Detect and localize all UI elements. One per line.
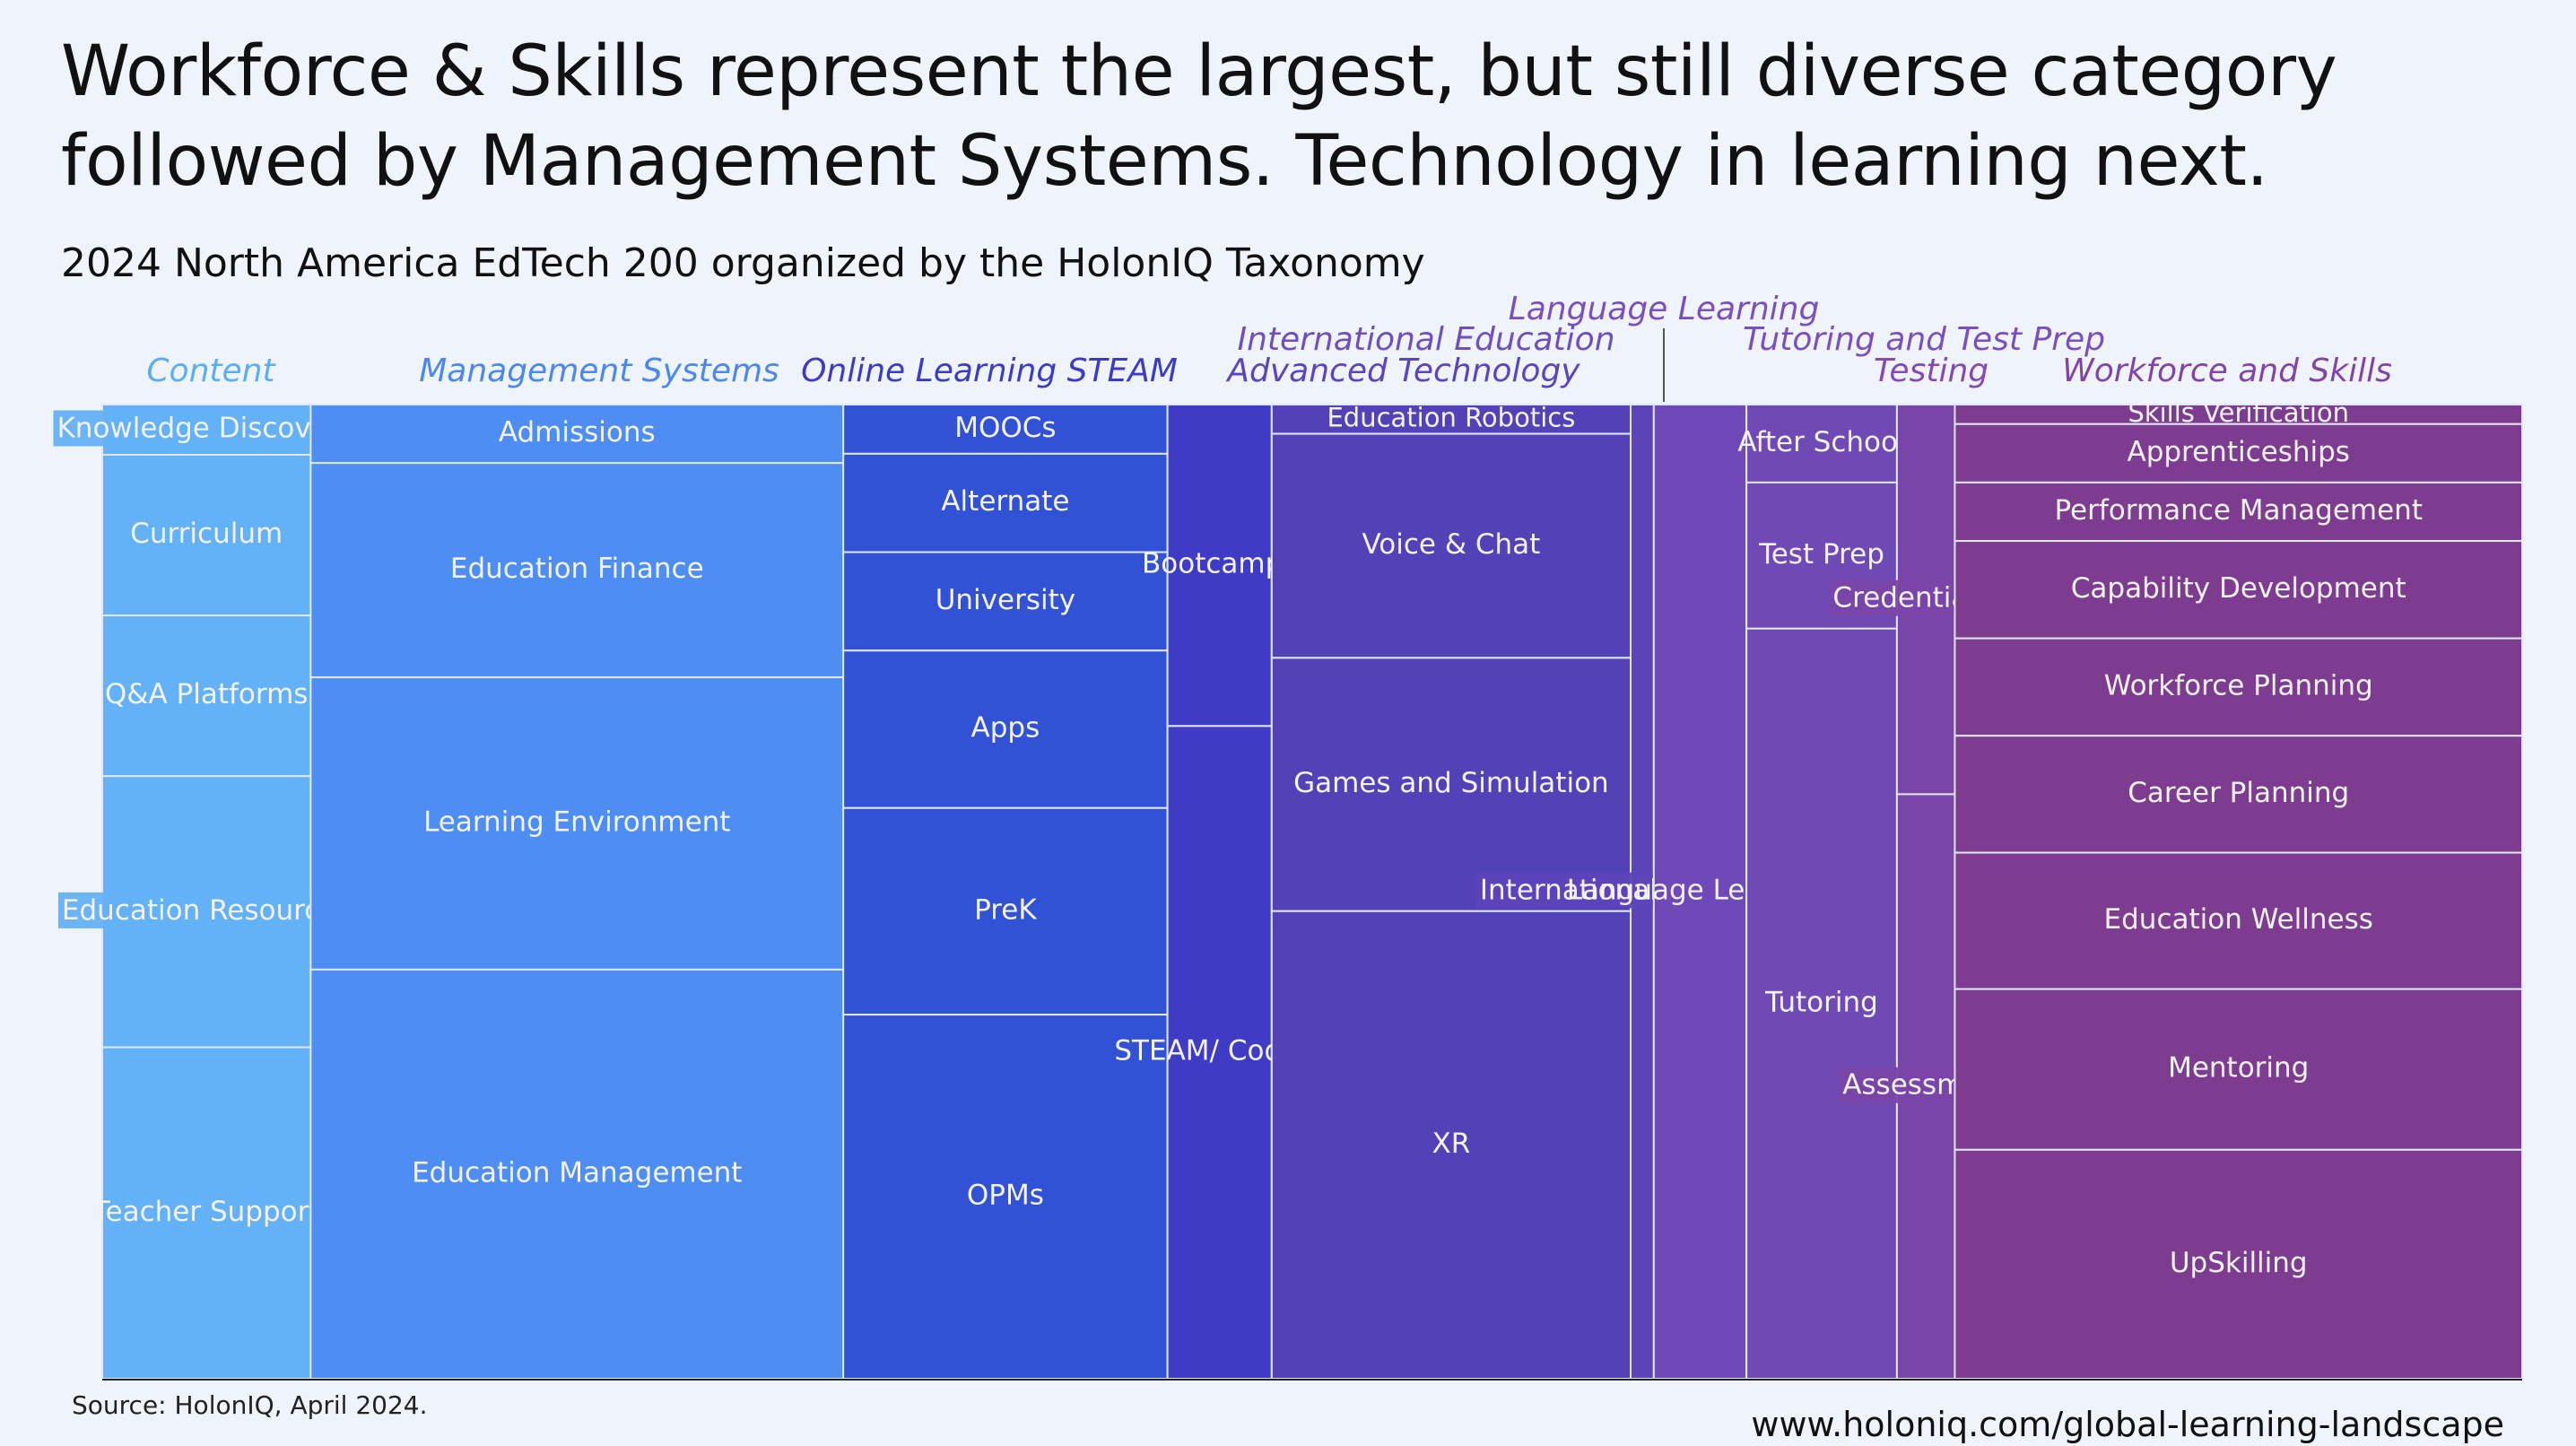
category-header-online-learning-steam: Online Learning STEAM xyxy=(801,353,1178,389)
category-header-content: Content xyxy=(146,353,276,389)
category-language-learning: Language Learning xyxy=(1567,404,1833,1380)
tile-label-bg-knowledge-discovery xyxy=(53,410,360,447)
tile-label-xr: XR xyxy=(1432,1128,1471,1160)
tile-label-tutoring: Tutoring xyxy=(1764,986,1878,1018)
tile-label-test-prep: Test Prep xyxy=(1758,538,1884,571)
tile-label-teacher-support: Teacher Support xyxy=(92,1196,320,1228)
category-header-workforce-and-skills: Workforce and Skills xyxy=(2062,353,2392,389)
category-management-systems: Admissions Education Finance Learning Envi… xyxy=(309,404,845,1380)
chart-subtitle: 2024 North America EdTech 200 organized … xyxy=(61,240,1425,286)
tile-label-knowledge-discovery: Knowledge Discovery xyxy=(57,412,355,444)
page-title: Workforce & Skills represent the largest… xyxy=(61,27,2537,206)
tile-label-upskilling: UpSkilling xyxy=(2170,1247,2308,1279)
category-header-international-education: International Education xyxy=(1237,321,1614,358)
tile-label-education-management: Education Management xyxy=(412,1156,742,1189)
tile-label-moocs: MOOCs xyxy=(954,412,1056,444)
tile-label-mentoring: Mentoring xyxy=(2168,1052,2309,1084)
tile-xr[interactable] xyxy=(1270,910,1632,1380)
tile-label-university: University xyxy=(936,584,1075,616)
tile-after-school[interactable] xyxy=(1745,404,1898,483)
tile-label-apprenticeships: Apprenticeships xyxy=(2127,436,2349,468)
tile-upskilling[interactable] xyxy=(1954,1148,2524,1381)
tile-prek[interactable] xyxy=(842,806,1169,1016)
source-url[interactable]: www.holoniq.com/global-learning-landscap… xyxy=(1751,1405,2504,1444)
tile-label-education-wellness: Education Wellness xyxy=(2104,903,2373,936)
tile-label-apps: Apps xyxy=(971,712,1040,745)
tile-label-bg-education-resources xyxy=(57,892,355,928)
tile-capability-development[interactable] xyxy=(1954,540,2524,640)
category-header-advanced-technology: Advanced Technology xyxy=(1225,353,1580,389)
tile-apps[interactable] xyxy=(842,649,1169,809)
tile-teacher-support[interactable] xyxy=(101,1046,312,1381)
tile-label-qanda-platforms: Q&A Platforms xyxy=(105,678,309,710)
tile-label-workforce-planning: Workforce Planning xyxy=(2104,669,2373,701)
tile-university[interactable] xyxy=(842,551,1169,652)
tile-games-and-simulation[interactable] xyxy=(1270,657,1632,912)
tile-label-education-finance: Education Finance xyxy=(450,553,704,585)
category-header-tutoring-and-test-prep: Tutoring and Test Prep xyxy=(1743,321,2105,358)
tile-career-planning[interactable] xyxy=(1954,735,2524,854)
tile-label-opms: OPMs xyxy=(967,1180,1044,1212)
category-header-management-systems: Management Systems xyxy=(419,353,779,389)
tile-label-alternate: Alternate xyxy=(941,485,1069,518)
tile-mentoring[interactable] xyxy=(1954,988,2524,1151)
tile-label-curriculum: Curriculum xyxy=(130,518,283,550)
tile-label-career-planning: Career Planning xyxy=(2128,777,2349,809)
tile-steam-coding[interactable] xyxy=(1166,725,1273,1380)
category-tutoring-and-test-prep: After School Test Prep Tutoring xyxy=(1737,404,1906,1380)
tile-label-learning-environment: Learning Environment xyxy=(423,806,730,838)
tile-apprenticeships[interactable] xyxy=(1954,422,2524,483)
tile-label-education-resources: Education Resources xyxy=(62,894,352,927)
source-note: Source: HolonIQ, April 2024. xyxy=(72,1390,428,1420)
category-advanced-technology: Education Robotics Voice & Chat Games and … xyxy=(1270,402,1632,1380)
tile-label-skills-verification: Skills Verification xyxy=(2128,397,2349,428)
tile-label-voice-and-chat: Voice & Chat xyxy=(1362,528,1540,561)
tile-education-robotics[interactable] xyxy=(1270,404,1632,435)
title-line-1: Workforce & Skills represent the largest… xyxy=(61,31,2337,112)
tile-label-prek: PreK xyxy=(974,893,1037,926)
tile-admissions[interactable] xyxy=(309,404,845,465)
category-header-language-learning: Language Learning xyxy=(1509,291,1820,327)
tile-education-wellness[interactable] xyxy=(1954,851,2524,990)
tile-language-learning[interactable] xyxy=(1652,404,1748,1380)
tile-label-performance-management: Performance Management xyxy=(2054,494,2423,527)
category-header-testing: Testing xyxy=(1874,353,1989,389)
tile-learning-environment[interactable] xyxy=(309,676,845,971)
tile-label-education-robotics: Education Robotics xyxy=(1327,402,1575,432)
category-workforce-and-skills: Skills Verification Apprenticeships Perfor… xyxy=(1954,397,2524,1381)
category-online-learning-steam: MOOCs Alternate University Apps PreK OPMs xyxy=(842,404,1169,1380)
tile-workforce-planning[interactable] xyxy=(1954,637,2524,737)
tile-performance-management[interactable] xyxy=(1954,481,2524,543)
tile-bootcamps[interactable] xyxy=(1166,404,1273,727)
tile-label-capability-development: Capability Development xyxy=(2071,572,2406,605)
tile-qanda-platforms[interactable] xyxy=(101,614,312,778)
title-line-2: followed by Management Systems. Technolo… xyxy=(61,121,2268,202)
tile-voice-and-chat[interactable] xyxy=(1270,432,1632,659)
tile-label-after-school: After School xyxy=(1737,426,1905,458)
tile-label-games-and-simulation: Games and Simulation xyxy=(1293,767,1609,799)
tile-label-admissions: Admissions xyxy=(499,416,656,449)
